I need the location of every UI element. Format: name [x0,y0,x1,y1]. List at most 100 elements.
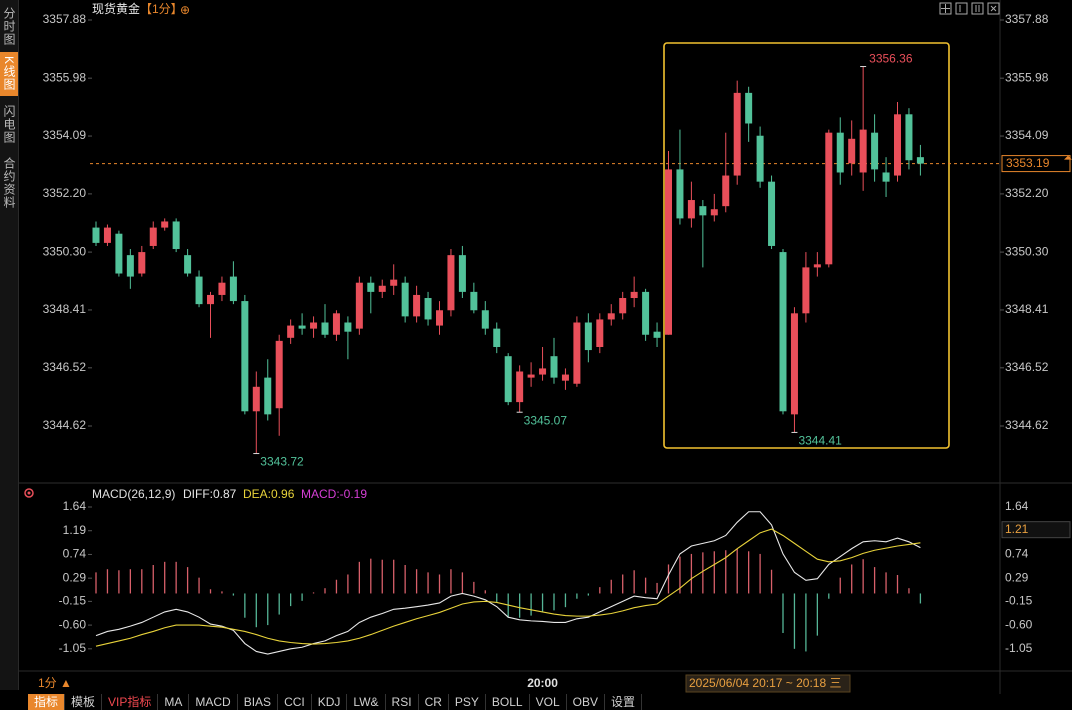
candle-body [722,175,730,207]
window-icons [939,2,1000,15]
candle-body [710,209,718,216]
candle-body [321,322,329,335]
y-tick-label: 3348.41 [43,302,87,316]
candle-body [584,322,592,351]
legend-macd: MACD:-0.19 [301,487,367,501]
candle-body [676,169,684,219]
y-tick-label: 3357.88 [43,12,87,26]
period-selector[interactable]: 1分 ▲ [38,676,72,690]
candle-body [504,356,512,403]
candle-body [768,181,776,246]
candle-body [103,227,111,243]
candle-body [458,255,466,292]
y-tick-label: 1.64 [63,499,87,513]
candle-body [882,172,890,182]
last-price: 3353.19 [1006,156,1050,170]
toolbar-item[interactable]: CR [419,694,449,710]
candle-body [252,386,260,412]
y-tick-label: -0.15 [59,594,87,608]
toolbar-item[interactable]: 设置 [605,694,642,710]
y-tick-label-right: 3350.30 [1005,244,1049,258]
y-tick-label: 3346.52 [43,360,87,374]
indicator-icon[interactable] [24,488,34,498]
candle-body [149,227,157,246]
toolbar-item[interactable]: BIAS [238,694,279,710]
instrument-name: 现货黄金 [92,1,140,16]
candle-body [733,92,741,176]
candle-body [115,233,123,274]
tab[interactable]: 合约资料 [2,157,16,209]
macd-title: MACD(26,12,9) [92,487,175,501]
candle-body [802,267,810,314]
candle-body [378,285,386,292]
y-tick-label: 3350.30 [43,244,87,258]
candle-body [871,132,879,170]
tab[interactable]: 闪电图 [2,104,16,144]
marker-value: 1.21 [1005,522,1029,536]
candle-body [665,169,672,335]
toolbar-item[interactable]: VIP指标 [102,694,159,710]
toolbar-item[interactable]: OBV [567,694,605,710]
y-tick-label-right: 3354.09 [1005,128,1049,142]
candle-body [264,377,272,415]
y-tick-label: 3354.09 [43,128,87,142]
toolbar-item[interactable]: 模板 [65,694,103,710]
candle-body [630,291,638,299]
candle-body [894,114,901,176]
y-tick-label: 1.19 [63,523,87,537]
low-label: 3345.07 [524,413,568,427]
candle-body [813,264,821,268]
candle-body [916,157,924,164]
y-tick-label: -0.60 [59,617,87,631]
add-icon[interactable]: ⊕ [180,3,190,17]
y-tick-label: -1.05 [59,641,87,655]
candle-body [493,328,501,347]
toolbar-item[interactable]: PSY [449,694,486,710]
toolbar-item[interactable]: BOLL [486,694,530,710]
candle-body [561,374,569,381]
low-label: 3344.41 [798,434,842,448]
candle-body [355,282,363,329]
candle-body [527,374,535,378]
marker-box [1001,521,1071,539]
toolbar-item[interactable]: RSI [386,694,419,710]
candle-body [436,310,443,326]
candle-body [367,282,375,292]
toolbar-item[interactable]: MACD [189,694,238,710]
candle-body [287,325,295,338]
y-tick-label-right: 3344.62 [1005,418,1049,432]
candle-body [790,313,798,415]
toolbar-item[interactable]: 指标 [28,694,66,710]
y-tick-label-right: 3346.52 [1005,360,1049,374]
y-tick-label: 3352.20 [43,186,87,200]
last-price-arrow [1064,155,1072,160]
candle-body [275,340,283,409]
toolbar-item[interactable]: KDJ [312,694,348,710]
candle-body [825,132,833,265]
candle-body [126,255,134,277]
tab[interactable]: 分时图 [2,6,16,46]
high-label: 3356.36 [869,52,913,66]
toolbar-item[interactable]: MA [158,694,190,710]
y-tick-label: 0.29 [63,570,87,584]
chart: 现货黄金 【1分】 ⊕ MACD(26,12,9) DIFF:0.87 DEA:… [19,0,1072,694]
time-range: 2025/06/04 20:17 ~ 20:18 三 [689,676,841,690]
candle-body [390,279,398,286]
toolbar-item[interactable]: LW& [347,694,386,710]
candle-body [413,294,421,317]
candle-body [424,298,432,320]
indicator-icon-dot [27,491,31,495]
candle-body [241,301,249,412]
toolbar-item[interactable]: CCI [278,694,312,710]
candle-body [596,319,604,347]
y-tick-label-right: -0.60 [1005,617,1033,631]
toolbar-item[interactable]: VOL [530,694,567,710]
candle-body [859,129,867,173]
period: 【1分】 [140,2,183,16]
candle-body [229,276,237,302]
tab[interactable]: K线图 [0,52,18,96]
candle-body [298,325,306,329]
candle-body [218,282,226,295]
candle-body [92,227,100,243]
